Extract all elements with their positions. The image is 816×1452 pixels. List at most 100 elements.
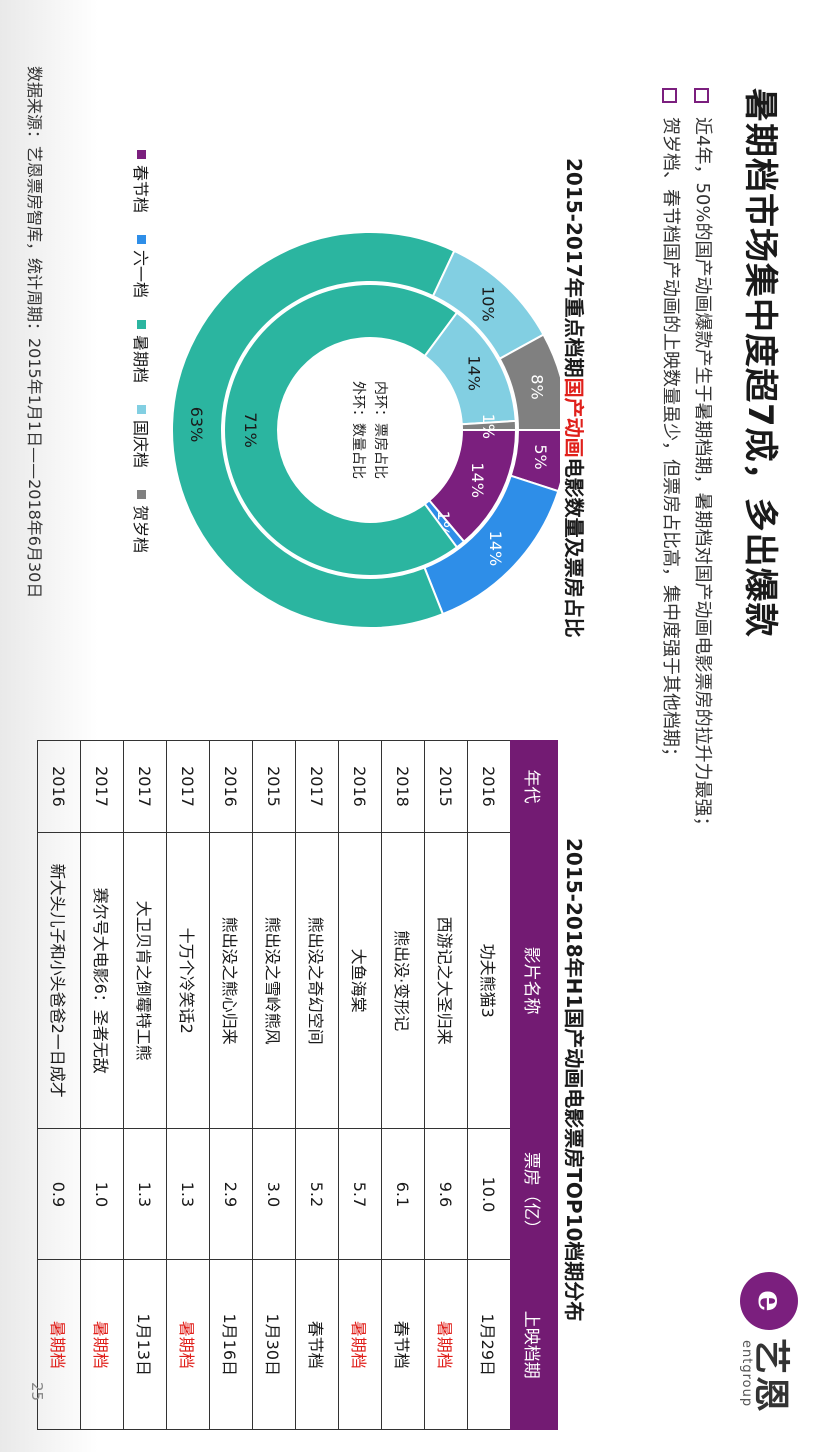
chart-title-suffix: 电影数量及票房占比: [562, 457, 586, 638]
cell-box-office: 6.1: [381, 1128, 425, 1260]
cell-release-slot: 暑期档: [80, 1259, 124, 1430]
legend-item: 贺岁档: [130, 490, 154, 553]
cell-film: 大卫贝肯之倒霉特工熊: [123, 832, 167, 1129]
header-release-slot: 上映档期: [510, 1259, 558, 1430]
cell-film: 熊出没之熊心归来: [209, 832, 253, 1129]
cell-release-slot: 暑期档: [424, 1259, 468, 1430]
table-body: 2016 功夫熊猫3 10.0 1月29日 2015 西游记之大圣归来 9.6 暑期档 2018…: [37, 740, 511, 1430]
cell-release-slot: 暑期档: [338, 1259, 382, 1430]
outer-slice-label: 8%: [528, 374, 547, 399]
logo-name: 艺恩: [750, 1338, 791, 1415]
cell-film: 熊出没之雪岭熊风: [252, 832, 296, 1129]
cell-box-office: 10.0: [467, 1128, 511, 1260]
header-film: 影片名称: [510, 832, 558, 1129]
table-row: 2017 熊出没之奇幻空间 5.2 春节档: [295, 740, 339, 1430]
table-header-row: 年代 影片名称 票房（亿） 上映档期: [510, 740, 558, 1430]
cell-film: 熊出没之奇幻空间: [295, 832, 339, 1129]
cell-year: 2018: [381, 740, 425, 833]
outer-slice-label: 10%: [478, 286, 497, 322]
table-row: 2017 赛尔号大电影6：圣者无敌 1.0 暑期档: [80, 740, 124, 1430]
cell-year: 2016: [467, 740, 511, 833]
legend-label: 六一档: [131, 250, 150, 299]
donut-center-text: 外环：数量占比: [350, 381, 366, 479]
outer-slice: [498, 333, 560, 431]
cell-film: 新大头儿子和小头爸爸2一日成才: [37, 832, 81, 1129]
inner-slice-label: 14%: [465, 355, 484, 391]
table-row: 2016 大鱼海棠 5.7 暑期档: [338, 740, 382, 1430]
inner-slice: [460, 419, 518, 431]
cell-year: 2015: [424, 740, 468, 833]
cell-release-slot: 暑期档: [37, 1259, 81, 1430]
cell-box-office: 5.7: [338, 1128, 382, 1260]
legend-item: 暑期档: [130, 320, 154, 383]
cell-film: 熊出没·变形记: [381, 832, 425, 1129]
bullet-text: 近4年，50%的国产动画爆款产生于暑期档期，暑期档对国产动画电影票房的拉升力最强…: [692, 117, 713, 835]
legend-swatch-icon: [137, 405, 147, 415]
cell-release-slot: 1月29日: [467, 1259, 511, 1430]
cell-box-office: 5.2: [295, 1128, 339, 1260]
cell-box-office: 1.0: [80, 1128, 124, 1260]
table-row: 2018 熊出没·变形记 6.1 春节档: [381, 740, 425, 1430]
cell-box-office: 1.3: [166, 1128, 210, 1260]
cell-year: 2017: [80, 740, 124, 833]
cell-year: 2017: [166, 740, 210, 833]
cell-release-slot: 春节档: [295, 1259, 339, 1430]
chart-title: 2015-2017年重点档期国产动画电影数量及票房占比: [561, 158, 590, 638]
data-source-note: 数据来源：艺恩票房智库，统计周期：2015年1月1日——2018年6月30日: [25, 66, 44, 599]
cell-box-office: 3.0: [252, 1128, 296, 1260]
table-row: 2017 大卫贝肯之倒霉特工熊 1.3 1月13日: [123, 740, 167, 1430]
header-year: 年代: [510, 740, 558, 833]
legend-label: 暑期档: [131, 335, 150, 384]
cell-film: 功夫熊猫3: [467, 832, 511, 1129]
cell-release-slot: 1月16日: [209, 1259, 253, 1430]
outer-slice-label: 14%: [486, 531, 505, 567]
bullet-list: 近4年，50%的国产动画爆款产生于暑期档期，暑期档对国产动画电影票房的拉升力最强…: [654, 88, 718, 834]
table-row: 2016 新大头儿子和小头爸爸2一日成才 0.9 暑期档: [37, 740, 81, 1430]
inner-slice-label: 14%: [468, 462, 487, 498]
cell-film: 十万个冷笑话2: [166, 832, 210, 1129]
cell-year: 2016: [209, 740, 253, 833]
donut-center-text: 内环：票房占比: [372, 381, 388, 479]
square-bullet-icon: [662, 88, 678, 103]
outer-slice: [171, 231, 456, 629]
cell-film: 西游记之大圣归来: [424, 832, 468, 1129]
cell-release-slot: 1月13日: [123, 1259, 167, 1430]
legend-swatch-icon: [137, 235, 147, 245]
chart-title-prefix: 2015-2017年重点档期: [562, 158, 586, 378]
legend-swatch-icon: [137, 320, 147, 330]
top10-table: 年代 影片名称 票房（亿） 上映档期 2016 功夫熊猫3 10.0 1月29日 201…: [37, 740, 558, 1430]
legend-label: 贺岁档: [131, 505, 150, 554]
cell-year: 2015: [252, 740, 296, 833]
inner-slice-label: 1%: [479, 414, 498, 439]
logo-english: entgroup: [739, 1340, 754, 1408]
legend-item: 六一档: [130, 235, 154, 298]
cell-release-slot: 暑期档: [166, 1259, 210, 1430]
chart-title-highlight: 国产动画: [562, 377, 586, 458]
table-row: 2016 熊出没之熊心归来 2.9 1月16日: [209, 740, 253, 1430]
bullet-item: 近4年，50%的国产动画爆款产生于暑期档期，暑期档对国产动画电影票房的拉升力最强…: [686, 88, 718, 834]
legend-label: 国庆档: [131, 420, 150, 469]
outer-slice-label: 63%: [187, 407, 206, 443]
table-row: 2017 十万个冷笑话2 1.3 暑期档: [166, 740, 210, 1430]
slide-title: 暑期档市场集中度超7成，多出爆款: [740, 88, 780, 638]
brand-logo: e 艺恩 entgroup: [730, 1272, 802, 1442]
cell-box-office: 0.9: [37, 1128, 81, 1260]
logo-mark-icon: e: [740, 1272, 798, 1330]
bullet-item: 贺岁档、春节档国产动画的上映数量虽少，但票房占比高，集中度强于其他档期；: [654, 88, 686, 834]
table-row: 2015 熊出没之雪岭熊风 3.0 1月30日: [252, 740, 296, 1430]
cell-box-office: 9.6: [424, 1128, 468, 1260]
legend-label: 春节档: [131, 165, 150, 214]
bullet-text: 贺岁档、春节档国产动画的上映数量虽少，但票房占比高，集中度强于其他档期；: [660, 117, 681, 765]
legend-item: 国庆档: [130, 405, 154, 468]
inner-slice: [223, 283, 459, 577]
cell-box-office: 2.9: [209, 1128, 253, 1260]
cell-release-slot: 1月30日: [252, 1259, 296, 1430]
table-title: 2015-2018年H1国产动画电影票房TOP10档期分布: [562, 838, 586, 1322]
square-bullet-icon: [694, 88, 710, 103]
outer-slice-label: 5%: [531, 444, 550, 469]
table-row: 2016 功夫熊猫3 10.0 1月29日: [467, 740, 511, 1430]
cell-film: 赛尔号大电影6：圣者无敌: [80, 832, 124, 1129]
